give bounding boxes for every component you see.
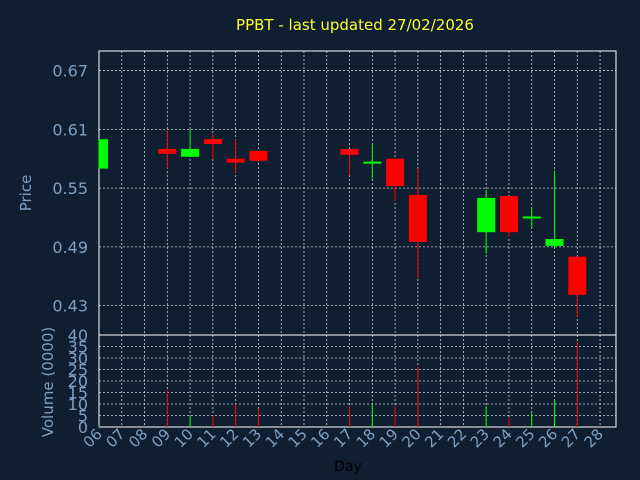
candle-19 — [386, 158, 405, 201]
candle-24 — [499, 195, 518, 238]
volume-y-tick: 10 — [68, 395, 88, 414]
candle-20 — [408, 168, 427, 279]
volume-y-tick: 25 — [68, 361, 88, 380]
volume-plot-area — [98, 334, 617, 428]
candle-body — [203, 139, 222, 145]
candle-body — [522, 216, 541, 219]
candle-body — [226, 158, 245, 163]
price-y-tick: 0.55 — [52, 179, 88, 198]
price-y-tick: 0.43 — [52, 297, 88, 316]
candle-body — [249, 150, 268, 161]
candle-body — [363, 161, 382, 164]
candle-06 — [98, 139, 108, 169]
candle-12 — [226, 139, 245, 174]
candle-body — [499, 195, 518, 233]
volume-y-tick: 20 — [68, 372, 88, 391]
candle-body — [340, 148, 359, 155]
candle-body — [477, 197, 496, 233]
candle-body — [158, 148, 177, 154]
volume-axis-label: Volume (0000) — [39, 327, 57, 437]
volume-y-tick: 35 — [68, 338, 88, 357]
price-axis-label: Price — [17, 175, 35, 212]
candle-17 — [340, 148, 359, 176]
x-tick: 28 — [581, 425, 607, 451]
price-y-tick: 0.49 — [52, 238, 88, 257]
volume-y-tick: 5 — [78, 407, 88, 426]
x-axis-label: Day — [334, 459, 362, 475]
price-plot-area — [98, 50, 617, 336]
candle-body — [181, 148, 200, 157]
price-y-tick: 0.67 — [52, 62, 88, 81]
candle-23 — [477, 190, 496, 254]
price-y-tick-labels: 0.67 0.61 0.55 0.49 0.43 40 — [52, 62, 88, 345]
candle-body — [545, 239, 564, 246]
candle-body — [99, 139, 108, 169]
price-y-tick: 0.61 — [52, 120, 88, 139]
candlestick-series — [98, 129, 587, 318]
candle-body — [408, 194, 427, 242]
volume-y-tick: 30 — [68, 349, 88, 368]
candle-13 — [249, 150, 268, 163]
candle-body — [386, 158, 405, 187]
volume-y-tick: 0 — [78, 418, 88, 437]
candle-27 — [568, 256, 587, 318]
candle-09 — [158, 129, 177, 169]
chart-title: PPBT - last updated 27/02/2026 — [236, 16, 474, 34]
volume-y-tick: 15 — [68, 384, 88, 403]
candle-11 — [203, 134, 222, 159]
candle-body — [568, 256, 587, 295]
volume-series — [98, 341, 578, 427]
candle-26 — [545, 170, 564, 249]
volume-y-tick: 40 — [68, 326, 88, 345]
x-tick-labels: 0607080910111213141516171819202122232425… — [80, 425, 607, 451]
candle-25 — [522, 207, 541, 228]
candle-10 — [181, 129, 200, 157]
candle-18 — [363, 144, 382, 179]
